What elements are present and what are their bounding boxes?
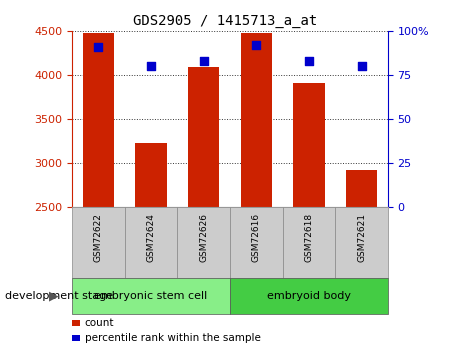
Bar bbox=[293, 83, 325, 207]
Point bbox=[253, 42, 260, 48]
Text: GSM72624: GSM72624 bbox=[147, 213, 156, 262]
Bar bbox=[240, 33, 272, 207]
Point bbox=[358, 63, 365, 69]
Text: embryoid body: embryoid body bbox=[267, 291, 351, 301]
Bar bbox=[125, 207, 177, 278]
Bar bbox=[230, 278, 388, 314]
Text: development stage: development stage bbox=[5, 291, 113, 301]
Point bbox=[305, 58, 313, 64]
Bar bbox=[83, 33, 114, 207]
Bar bbox=[177, 207, 230, 278]
Bar bbox=[335, 207, 388, 278]
Text: GSM72621: GSM72621 bbox=[357, 213, 366, 262]
Point bbox=[200, 58, 207, 64]
Text: GSM72618: GSM72618 bbox=[304, 213, 313, 262]
Text: percentile rank within the sample: percentile rank within the sample bbox=[85, 333, 261, 343]
Bar bbox=[72, 278, 230, 314]
Text: embryonic stem cell: embryonic stem cell bbox=[94, 291, 208, 301]
Bar bbox=[188, 67, 220, 207]
Bar bbox=[135, 143, 167, 207]
Text: GSM72622: GSM72622 bbox=[94, 213, 103, 262]
Point bbox=[95, 44, 102, 50]
Bar bbox=[72, 207, 125, 278]
Bar bbox=[230, 207, 283, 278]
Bar bbox=[283, 207, 335, 278]
Text: GDS2905 / 1415713_a_at: GDS2905 / 1415713_a_at bbox=[133, 14, 318, 28]
Text: GSM72616: GSM72616 bbox=[252, 213, 261, 262]
Bar bbox=[346, 170, 377, 207]
Point bbox=[147, 63, 155, 69]
Text: ▶: ▶ bbox=[49, 289, 59, 302]
Text: GSM72626: GSM72626 bbox=[199, 213, 208, 262]
Text: count: count bbox=[85, 318, 114, 328]
